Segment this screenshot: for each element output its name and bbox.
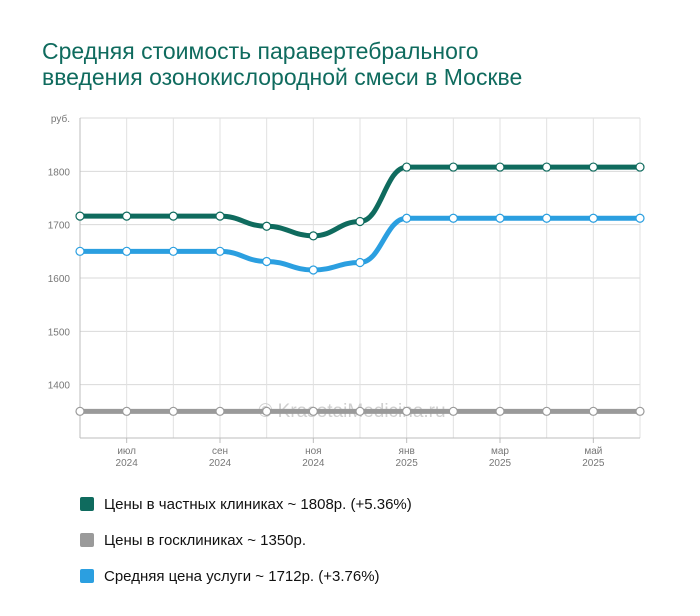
data-point-public bbox=[495, 406, 505, 416]
data-point-private bbox=[308, 231, 318, 241]
chart-title-line-2: введения озонокислородной смеси в Москве bbox=[42, 64, 523, 90]
x-tick-label-year: 2025 bbox=[582, 458, 605, 469]
data-point-average bbox=[262, 256, 272, 267]
data-point-public bbox=[262, 406, 272, 416]
data-point-public bbox=[215, 406, 225, 416]
data-point-average bbox=[635, 213, 645, 223]
data-point-private bbox=[168, 211, 178, 221]
data-point-average bbox=[168, 246, 178, 256]
data-point-public bbox=[402, 406, 412, 416]
data-point-public bbox=[588, 406, 598, 416]
data-point-public bbox=[542, 406, 552, 416]
x-tick-label-month: май bbox=[584, 446, 602, 457]
series-points bbox=[75, 162, 645, 416]
y-tick-label: 1800 bbox=[48, 167, 71, 178]
legend-swatch bbox=[80, 497, 94, 511]
data-point-private bbox=[495, 162, 505, 172]
x-tick-label-year: 2025 bbox=[489, 458, 512, 469]
legend-label: Средняя цена услуги ~ 1712р. (+3.76%) bbox=[104, 567, 380, 585]
data-point-private bbox=[262, 221, 272, 231]
legend-swatch bbox=[80, 569, 94, 583]
y-tick-label: 1400 bbox=[48, 381, 71, 392]
legend-item-average[interactable]: Средняя цена услуги ~ 1712р. (+3.76%) bbox=[80, 558, 640, 594]
data-point-private bbox=[75, 211, 85, 221]
data-point-average bbox=[495, 213, 505, 223]
data-point-average bbox=[542, 213, 552, 223]
data-point-average bbox=[588, 213, 598, 223]
y-unit-label: руб. bbox=[51, 113, 70, 125]
data-point-average bbox=[355, 257, 365, 268]
data-point-private bbox=[122, 211, 132, 221]
y-tick-label: 1700 bbox=[48, 221, 71, 232]
chart-title: Средняя стоимость паравертебрального вве… bbox=[42, 38, 662, 90]
data-point-average bbox=[75, 246, 85, 256]
data-point-private bbox=[635, 162, 645, 172]
data-point-public bbox=[355, 406, 365, 416]
data-point-private bbox=[542, 162, 552, 172]
legend-label: Цены в госклиниках ~ 1350р. bbox=[104, 531, 307, 549]
x-tick-label-month: ноя bbox=[305, 446, 322, 457]
data-point-average bbox=[402, 213, 412, 223]
data-point-public bbox=[448, 406, 458, 416]
line-chart: 14001500160017001800руб.июл2024сен2024но… bbox=[48, 113, 645, 469]
data-point-private bbox=[402, 162, 412, 172]
x-tick-label-year: 2024 bbox=[302, 458, 325, 469]
legend-label: Цены в частных клиниках ~ 1808р. (+5.36%… bbox=[104, 495, 412, 513]
data-point-average bbox=[448, 213, 458, 223]
data-point-private bbox=[355, 216, 365, 227]
x-tick-label-month: сен bbox=[212, 446, 228, 457]
data-point-public bbox=[122, 406, 132, 416]
data-point-public bbox=[635, 406, 645, 416]
chart-legend: Цены в частных клиниках ~ 1808р. (+5.36%… bbox=[80, 486, 640, 594]
x-tick-label-month: янв bbox=[399, 446, 415, 457]
chart-title-line-1: Средняя стоимость паравертебрального bbox=[42, 38, 479, 64]
legend-item-public[interactable]: Цены в госклиниках ~ 1350р. bbox=[80, 522, 640, 558]
chart-axes: 14001500160017001800руб.июл2024сен2024но… bbox=[48, 113, 640, 469]
x-tick-label-month: мар bbox=[491, 446, 509, 457]
data-point-average bbox=[122, 246, 132, 256]
data-point-private bbox=[448, 162, 458, 172]
data-point-private bbox=[215, 211, 225, 221]
x-tick-label-month: июл bbox=[117, 446, 136, 457]
y-tick-label: 1600 bbox=[48, 274, 71, 285]
x-tick-label-year: 2025 bbox=[396, 458, 419, 469]
x-tick-label-year: 2024 bbox=[116, 458, 139, 469]
data-point-public bbox=[75, 406, 85, 416]
y-tick-label: 1500 bbox=[48, 327, 71, 338]
data-point-public bbox=[308, 406, 318, 416]
legend-item-private[interactable]: Цены в частных клиниках ~ 1808р. (+5.36%… bbox=[80, 486, 640, 522]
legend-swatch bbox=[80, 533, 94, 547]
data-point-public bbox=[168, 406, 178, 416]
data-point-average bbox=[308, 265, 318, 275]
data-point-private bbox=[588, 162, 598, 172]
x-tick-label-year: 2024 bbox=[209, 458, 232, 469]
data-point-average bbox=[215, 246, 225, 256]
